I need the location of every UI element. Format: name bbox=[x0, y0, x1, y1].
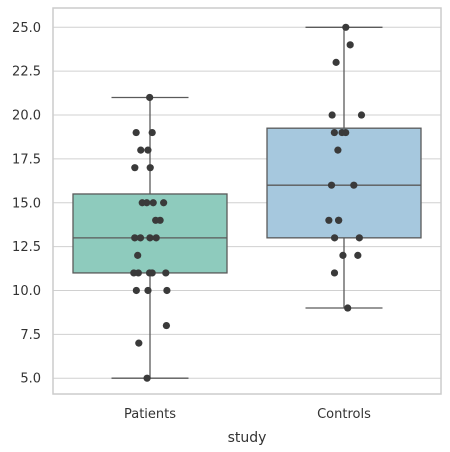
x-tick-label: Controls bbox=[317, 407, 371, 422]
data-points bbox=[130, 23, 366, 382]
y-tick-label: 10.0 bbox=[12, 284, 41, 299]
box-controls bbox=[266, 26, 422, 309]
data-point bbox=[346, 41, 354, 49]
x-tick-labels: Patients Controls bbox=[124, 407, 371, 422]
data-point bbox=[145, 269, 154, 277]
data-point bbox=[330, 234, 339, 242]
data-point bbox=[325, 216, 333, 224]
data-point bbox=[131, 164, 139, 172]
data-point bbox=[144, 286, 152, 295]
data-point bbox=[146, 93, 154, 102]
data-point bbox=[132, 286, 140, 295]
data-point bbox=[152, 234, 160, 242]
plot-frame bbox=[52, 7, 442, 395]
data-point bbox=[136, 234, 145, 242]
data-point bbox=[342, 23, 350, 31]
data-point bbox=[132, 128, 140, 137]
data-point bbox=[357, 111, 366, 119]
data-point bbox=[143, 374, 151, 382]
data-point bbox=[330, 128, 338, 137]
data-point bbox=[146, 164, 154, 172]
data-point bbox=[354, 251, 362, 259]
data-point bbox=[138, 199, 146, 207]
data-point bbox=[335, 216, 343, 224]
data-point bbox=[334, 146, 342, 154]
data-point bbox=[162, 269, 170, 277]
y-tick-label: 20.0 bbox=[12, 109, 41, 124]
iqr-box bbox=[72, 193, 228, 274]
data-point bbox=[130, 269, 138, 277]
data-point bbox=[330, 269, 339, 277]
data-point bbox=[160, 199, 168, 207]
y-tick-label: 25.0 bbox=[12, 21, 41, 36]
data-point bbox=[163, 286, 171, 295]
y-tick-label: 5.0 bbox=[20, 372, 41, 387]
data-point bbox=[134, 251, 142, 259]
y-tick-label: 7.5 bbox=[20, 328, 41, 343]
y-tick-labels: 5.0 7.5 10.0 12.5 15.0 17.5 20.0 22.5 25.0 bbox=[12, 21, 41, 387]
y-tick-label: 15.0 bbox=[12, 196, 41, 211]
data-point bbox=[328, 111, 336, 119]
y-tick-label: 22.5 bbox=[12, 65, 41, 80]
data-point bbox=[332, 58, 340, 66]
data-point bbox=[131, 234, 139, 242]
data-point bbox=[162, 321, 171, 330]
x-axis-label: study bbox=[228, 430, 267, 446]
data-point bbox=[148, 128, 156, 137]
data-point bbox=[339, 251, 347, 259]
data-point bbox=[135, 339, 143, 347]
data-point bbox=[327, 181, 336, 189]
y-tick-label: 12.5 bbox=[12, 240, 41, 255]
iqr-box bbox=[266, 127, 422, 239]
data-point bbox=[144, 146, 152, 154]
x-tick-label: Patients bbox=[124, 407, 176, 422]
data-point bbox=[344, 304, 352, 312]
y-tick-label: 17.5 bbox=[12, 152, 41, 167]
data-point bbox=[350, 181, 358, 189]
data-point bbox=[137, 146, 145, 154]
data-point bbox=[149, 199, 157, 207]
data-point bbox=[152, 216, 160, 224]
data-point bbox=[355, 234, 363, 242]
data-point bbox=[342, 128, 350, 137]
data-point bbox=[146, 234, 154, 242]
